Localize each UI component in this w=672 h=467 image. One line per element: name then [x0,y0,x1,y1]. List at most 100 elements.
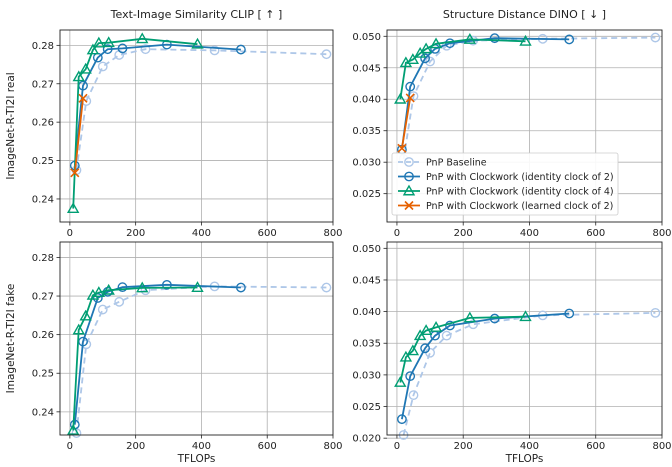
x-tick-label: 200 [454,441,473,452]
data-point-baseline [97,61,108,72]
x-tick-label: 800 [323,441,342,452]
x-tick-label: 800 [652,228,671,239]
series-line-baseline [75,48,327,171]
legend-marker-learned2 [404,200,414,211]
data-point-id4 [463,33,477,44]
y-tick-label: 0.24 [32,194,54,205]
data-point-id4 [519,34,532,46]
data-point-id2 [117,282,128,293]
plot-frame [59,29,334,223]
y-tick-label: 0.025 [352,189,381,200]
data-point-id4 [463,311,477,323]
data-point-id2 [420,53,431,64]
x-tick-label: 600 [258,441,277,452]
y-tick-label: 0.24 [32,407,54,418]
data-point-id4 [102,283,115,295]
series-line-id2 [401,312,570,420]
y-tick-label: 0.045 [352,63,381,74]
x-tick-label: 600 [258,228,277,239]
series-line-learned2 [401,97,412,149]
x-tick-label: 200 [126,441,145,452]
data-point-id4 [102,36,115,48]
data-point-baseline [321,282,332,293]
legend-marker-id2 [404,171,414,182]
data-point-id4 [191,281,204,292]
col-title-clip: Text-Image Similarity CLIP [ ↑ ] [110,8,283,21]
data-point-id2 [564,308,575,319]
legend-label-learned2: PnP with Clockwork (learned clock of 2) [426,201,613,212]
data-point-id2 [405,81,416,92]
data-point-baseline [97,304,108,315]
y-tick-label: 0.26 [32,330,54,341]
data-point-baseline [441,330,452,341]
data-point-id4 [72,70,85,82]
series-line-id4 [399,38,526,100]
y-tick-label: 0.040 [352,95,381,106]
panels: 0 200 400 600 800 0.24 0.25 0.26 0.27 0.28 0 200 400… [32,29,672,452]
y-tick-label: 0.045 [352,275,381,286]
data-point-id4 [419,324,433,336]
x-tick-label: 0 [394,228,400,239]
x-tick-label: 600 [586,228,605,239]
y-tick-label: 0.035 [352,126,381,137]
y-tick-label: 0.020 [352,434,381,445]
legend-label-id4: PnP with Clockwork (identity clock of 4) [426,186,614,197]
panel-dino-real: 0 200 400 600 800 0.025 0.030 0.035 0.040 0.045 0.… [352,29,672,239]
data-point-id4 [66,202,80,214]
panel-clip-fake: 0 200 400 600 800 0.24 0.25 0.26 0.27 0.28 [32,241,343,452]
data-point-id2 [102,44,113,55]
legend-label-id2: PnP with Clockwork (identity clock of 2) [426,172,614,183]
col-title-dino: Structure Distance DINO [ ↓ ] [443,8,606,21]
data-point-baseline [650,307,661,318]
series-line-learned2 [73,98,84,173]
y-tick-label: 0.25 [32,369,54,380]
data-point-id4 [136,281,149,293]
y-tick-label: 0.28 [32,41,54,52]
x-axis-label-left: TFLOPs [177,453,216,465]
legend-label-baseline: PnP Baseline [426,157,487,168]
y-tick-label: 0.040 [352,307,381,318]
data-point-learned2 [405,93,415,103]
data-point-id4 [429,321,443,332]
data-point-id2 [117,43,128,54]
data-point-id2 [236,44,246,55]
data-point-baseline [140,44,151,55]
data-point-id2 [236,282,246,293]
x-axis-label-right: TFLOPs [505,453,544,465]
panel-dino-fake: 0 200 400 600 800 0.020 0.025 0.030 0.035 0.040 0.… [352,241,672,452]
data-point-id4 [72,323,85,335]
x-tick-label: 200 [126,228,145,239]
data-point-id4 [519,310,532,322]
series-line-id2 [73,43,241,166]
panel-clip-real: 0 200 400 600 800 0.24 0.25 0.26 0.27 0.28 [32,29,343,239]
legend-box [391,152,619,216]
y-tick-label: 0.26 [32,118,54,129]
data-point-id4 [429,37,443,49]
x-tick-label: 600 [586,441,605,452]
data-point-id4 [79,309,92,321]
y-tick-label: 0.25 [32,156,54,167]
data-point-id4 [406,53,420,65]
data-point-id4 [394,92,407,104]
x-tick-label: 400 [520,441,539,452]
data-point-baseline [408,390,419,401]
data-point-id2 [405,371,416,382]
data-point-id4 [86,43,100,55]
data-point-id4 [394,376,407,387]
legend-marker-id4 [402,184,416,196]
data-point-id4 [406,344,420,356]
x-tick-label: 800 [323,228,342,239]
legend: PnP Baseline PnP with Clockwork (identity… [391,152,619,216]
x-tick-label: 200 [454,228,473,239]
data-point-id4 [419,42,433,54]
data-point-id4 [92,286,106,298]
legend-marker-baseline [404,157,414,167]
plot-frame [386,241,663,436]
x-tick-label: 0 [394,441,400,452]
x-tick-label: 0 [67,441,73,452]
series-line-id4 [399,315,526,383]
data-point-id4 [399,350,413,362]
data-point-id2 [161,279,172,290]
data-point-id4 [66,423,80,435]
